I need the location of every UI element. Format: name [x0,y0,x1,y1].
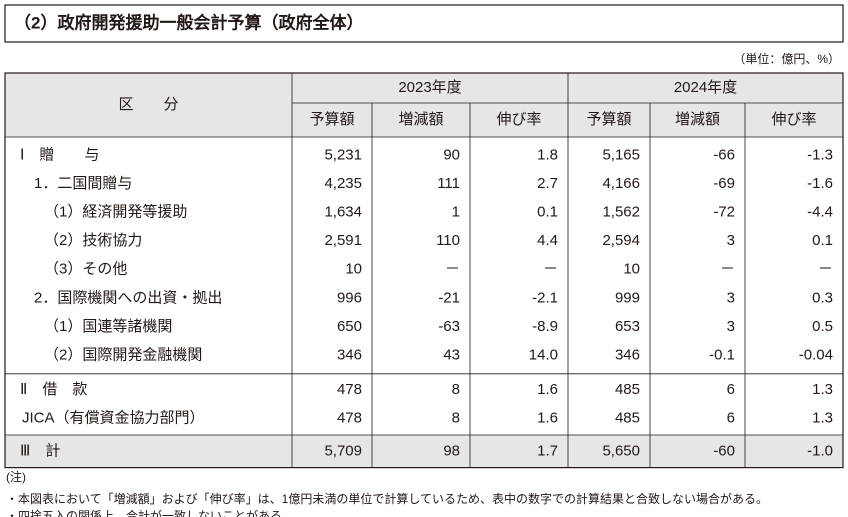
row-label: 1．二国間贈与 [34,175,132,192]
row-label: （2）技術協力 [44,232,142,249]
cell: 346 [337,346,362,363]
note: ・四捨五入の関係上、合計が一致しないことがある。 [6,508,294,517]
cell: 1 [452,203,460,220]
row-label: 2．国際機関への出資・拠出 [34,289,222,306]
cell: -4.4 [807,203,833,220]
cell: 2.7 [537,175,558,192]
cell: 8 [452,381,460,398]
cell: 2,594 [602,232,640,249]
cell: 1.3 [812,381,833,398]
cell: 650 [337,318,362,335]
cell: -63 [438,318,460,335]
cell: -1.6 [807,175,833,192]
cell: 43 [443,346,460,363]
cell: -66 [713,146,735,163]
cell: 1,634 [324,203,362,220]
cell: － [818,261,833,278]
cell: -2.1 [532,289,558,306]
unit: （単位：億円、%） [733,51,840,66]
cell: 4.4 [537,232,558,249]
cell: － [543,261,558,278]
year: 2024年度 [674,79,737,96]
cell: 0.1 [812,232,833,249]
cell: -8.9 [532,318,558,335]
row-label: Ⅱ 借 款 [20,381,87,398]
cell: 653 [615,318,640,335]
cell: 3 [727,318,735,335]
corner: 区 分 [118,96,178,113]
cell: 8 [452,410,460,427]
cell: 478 [337,410,362,427]
cell: － [445,261,460,278]
row-label: （1）経済開発等援助 [44,202,187,220]
column-head: 伸び率 [771,111,816,128]
cell: 3 [727,289,735,306]
cell: 3 [727,232,735,249]
table-border [4,72,844,469]
cell: 1.6 [537,381,558,398]
cell: 485 [615,410,640,427]
header-bg [5,73,843,137]
cell: 14.0 [529,346,558,363]
cell: -21 [438,289,460,306]
row-label: （3）その他 [44,261,127,278]
cell: 6 [727,410,735,427]
cell: 0.5 [812,318,833,335]
title: （2）政府開発援助一般会計予算（政府全体） [14,12,363,32]
cell: 0.3 [812,289,833,306]
row-label: （2）国際開発金融機関 [44,346,202,363]
cell: -60 [713,442,735,459]
cell: 111 [437,175,460,192]
cell: － [720,261,735,278]
cell: 5,650 [602,442,640,459]
cell: -1.3 [807,146,833,163]
cell: -0.1 [709,346,735,363]
cell: 4,235 [324,175,362,192]
cell: 485 [615,381,640,398]
row-label: Ⅲ 計 [20,442,60,459]
note: ・本図表において「増減額」および「伸び率」は、1億円未満の単位で計算しているため… [6,491,768,506]
column-head: 伸び率 [496,111,541,128]
cell: -69 [713,175,735,192]
cell: 1.8 [537,146,558,163]
cell: 1.7 [537,442,558,459]
cell: 98 [443,442,460,459]
cell: 90 [443,146,460,163]
note-heading: (注) [6,469,26,484]
cell: 999 [615,289,640,306]
column-head: 増減額 [398,111,443,128]
cell: 4,166 [602,175,640,192]
cell: 1,562 [602,203,640,220]
cell: -72 [713,203,735,220]
cell: 996 [337,289,362,306]
column-head: 予算額 [586,110,631,128]
cell: 10 [345,261,362,278]
cell: 10 [623,261,640,278]
cell: 110 [436,232,460,249]
cell: -0.04 [799,346,833,363]
cell: 346 [615,346,640,363]
cell: 478 [337,381,362,398]
cell: 6 [727,381,735,398]
cell: 5,165 [602,146,640,163]
cell: 0.1 [537,203,558,220]
total-bg [5,435,843,468]
cell: 5,709 [324,442,362,459]
row-label: （1）国連等諸機関 [44,317,172,335]
row-label: Ⅰ 贈 与 [20,146,99,163]
cell: 1.6 [537,410,558,427]
column-head: 増減額 [675,111,720,128]
year: 2023年度 [398,79,461,96]
column-head: 予算額 [309,110,354,128]
cell: 2,591 [324,232,362,249]
row-label: JICA（有償資金協力部門） [22,410,205,427]
title-box [4,4,844,43]
cell: -1.0 [807,442,833,459]
cell: 5,231 [324,146,362,163]
cell: 1.3 [812,410,833,427]
